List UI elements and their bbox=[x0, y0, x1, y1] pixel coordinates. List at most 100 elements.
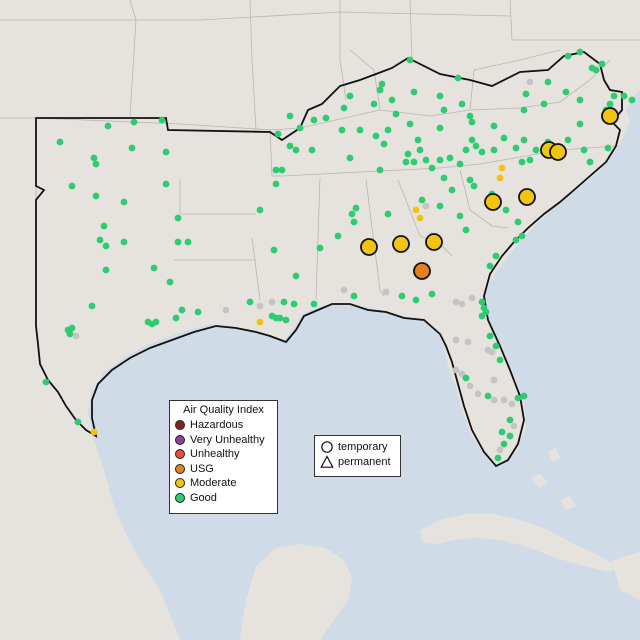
monitor-point[interactable] bbox=[96, 236, 104, 244]
monitor-point[interactable] bbox=[484, 392, 492, 400]
monitor-point[interactable] bbox=[456, 212, 464, 220]
monitor-point[interactable] bbox=[292, 146, 300, 154]
monitor-point[interactable] bbox=[456, 160, 464, 168]
monitor-point[interactable] bbox=[384, 210, 392, 218]
monitor-point[interactable] bbox=[88, 302, 96, 310]
monitor-point[interactable] bbox=[128, 144, 136, 152]
monitor-point[interactable] bbox=[402, 158, 410, 166]
monitor-point[interactable] bbox=[120, 238, 128, 246]
monitor-point[interactable] bbox=[130, 118, 138, 126]
monitor-point[interactable] bbox=[372, 132, 380, 140]
monitor-point[interactable] bbox=[272, 166, 280, 174]
monitor-point[interactable] bbox=[478, 312, 486, 320]
monitor-point[interactable] bbox=[422, 202, 430, 210]
monitor-point[interactable] bbox=[102, 266, 110, 274]
monitor-point[interactable] bbox=[462, 226, 470, 234]
monitor-point[interactable] bbox=[468, 294, 476, 302]
monitor-point[interactable] bbox=[412, 206, 420, 214]
monitor-point[interactable] bbox=[104, 122, 112, 130]
monitor-point[interactable] bbox=[162, 148, 170, 156]
monitor-point[interactable] bbox=[352, 204, 360, 212]
monitor-markers[interactable] bbox=[42, 48, 636, 462]
monitor-point[interactable] bbox=[466, 382, 474, 390]
monitor-point[interactable] bbox=[462, 146, 470, 154]
monitor-point[interactable] bbox=[92, 160, 100, 168]
monitor-point[interactable] bbox=[194, 308, 202, 316]
monitor-point[interactable] bbox=[270, 246, 278, 254]
monitor-point[interactable] bbox=[466, 176, 474, 184]
monitor-point[interactable] bbox=[500, 134, 508, 142]
monitor-point[interactable] bbox=[490, 376, 498, 384]
monitor-point[interactable] bbox=[296, 124, 304, 132]
monitor-point[interactable] bbox=[520, 392, 528, 400]
monitor-point[interactable] bbox=[470, 182, 478, 190]
monitor-point[interactable] bbox=[440, 106, 448, 114]
monitor-point[interactable] bbox=[102, 242, 110, 250]
temporary-monitor-point[interactable] bbox=[518, 188, 536, 206]
monitor-point[interactable] bbox=[628, 96, 636, 104]
monitor-point[interactable] bbox=[416, 146, 424, 154]
monitor-point[interactable] bbox=[512, 236, 520, 244]
monitor-point[interactable] bbox=[90, 428, 98, 436]
monitor-point[interactable] bbox=[68, 324, 76, 332]
monitor-point[interactable] bbox=[222, 306, 230, 314]
monitor-point[interactable] bbox=[292, 272, 300, 280]
monitor-point[interactable] bbox=[392, 110, 400, 118]
monitor-point[interactable] bbox=[376, 86, 384, 94]
monitor-point[interactable] bbox=[580, 146, 588, 154]
monitor-point[interactable] bbox=[562, 88, 570, 96]
monitor-point[interactable] bbox=[280, 298, 288, 306]
monitor-point[interactable] bbox=[282, 316, 290, 324]
monitor-point[interactable] bbox=[518, 232, 526, 240]
monitor-point[interactable] bbox=[564, 136, 572, 144]
monitor-point[interactable] bbox=[406, 120, 414, 128]
monitor-point[interactable] bbox=[384, 126, 392, 134]
monitor-point[interactable] bbox=[502, 206, 510, 214]
monitor-point[interactable] bbox=[166, 278, 174, 286]
monitor-point[interactable] bbox=[510, 422, 518, 430]
monitor-point[interactable] bbox=[414, 136, 422, 144]
monitor-point[interactable] bbox=[272, 180, 280, 188]
monitor-point[interactable] bbox=[576, 48, 584, 56]
monitor-point[interactable] bbox=[422, 156, 430, 164]
monitor-point[interactable] bbox=[428, 290, 436, 298]
monitor-point[interactable] bbox=[436, 124, 444, 132]
monitor-point[interactable] bbox=[488, 348, 496, 356]
monitor-point[interactable] bbox=[540, 100, 548, 108]
monitor-point[interactable] bbox=[276, 314, 284, 322]
monitor-point[interactable] bbox=[452, 336, 460, 344]
monitor-point[interactable] bbox=[184, 238, 192, 246]
monitor-point[interactable] bbox=[350, 292, 358, 300]
monitor-point[interactable] bbox=[452, 366, 460, 374]
monitor-point[interactable] bbox=[468, 136, 476, 144]
temporary-monitor-point[interactable] bbox=[601, 107, 619, 125]
monitor-point[interactable] bbox=[56, 138, 64, 146]
monitor-point[interactable] bbox=[514, 394, 522, 402]
monitor-point[interactable] bbox=[452, 298, 460, 306]
monitor-point[interactable] bbox=[268, 298, 276, 306]
monitor-point[interactable] bbox=[496, 446, 504, 454]
monitor-point[interactable] bbox=[388, 96, 396, 104]
monitor-point[interactable] bbox=[152, 318, 160, 326]
monitor-point[interactable] bbox=[286, 112, 294, 120]
monitor-point[interactable] bbox=[340, 104, 348, 112]
monitor-point[interactable] bbox=[404, 150, 412, 158]
monitor-point[interactable] bbox=[544, 78, 552, 86]
monitor-point[interactable] bbox=[532, 146, 540, 154]
temporary-monitor-point[interactable] bbox=[484, 193, 502, 211]
monitor-point[interactable] bbox=[172, 314, 180, 322]
monitor-point[interactable] bbox=[338, 126, 346, 134]
monitor-point[interactable] bbox=[382, 288, 390, 296]
monitor-point[interactable] bbox=[508, 400, 516, 408]
monitor-point[interactable] bbox=[514, 218, 522, 226]
monitor-point[interactable] bbox=[576, 96, 584, 104]
monitor-point[interactable] bbox=[150, 264, 158, 272]
monitor-point[interactable] bbox=[178, 306, 186, 314]
monitor-point[interactable] bbox=[370, 100, 378, 108]
monitor-point[interactable] bbox=[620, 92, 628, 100]
monitor-point[interactable] bbox=[440, 174, 448, 182]
monitor-point[interactable] bbox=[92, 192, 100, 200]
monitor-point[interactable] bbox=[464, 338, 472, 346]
monitor-point[interactable] bbox=[506, 416, 514, 424]
monitor-point[interactable] bbox=[436, 202, 444, 210]
